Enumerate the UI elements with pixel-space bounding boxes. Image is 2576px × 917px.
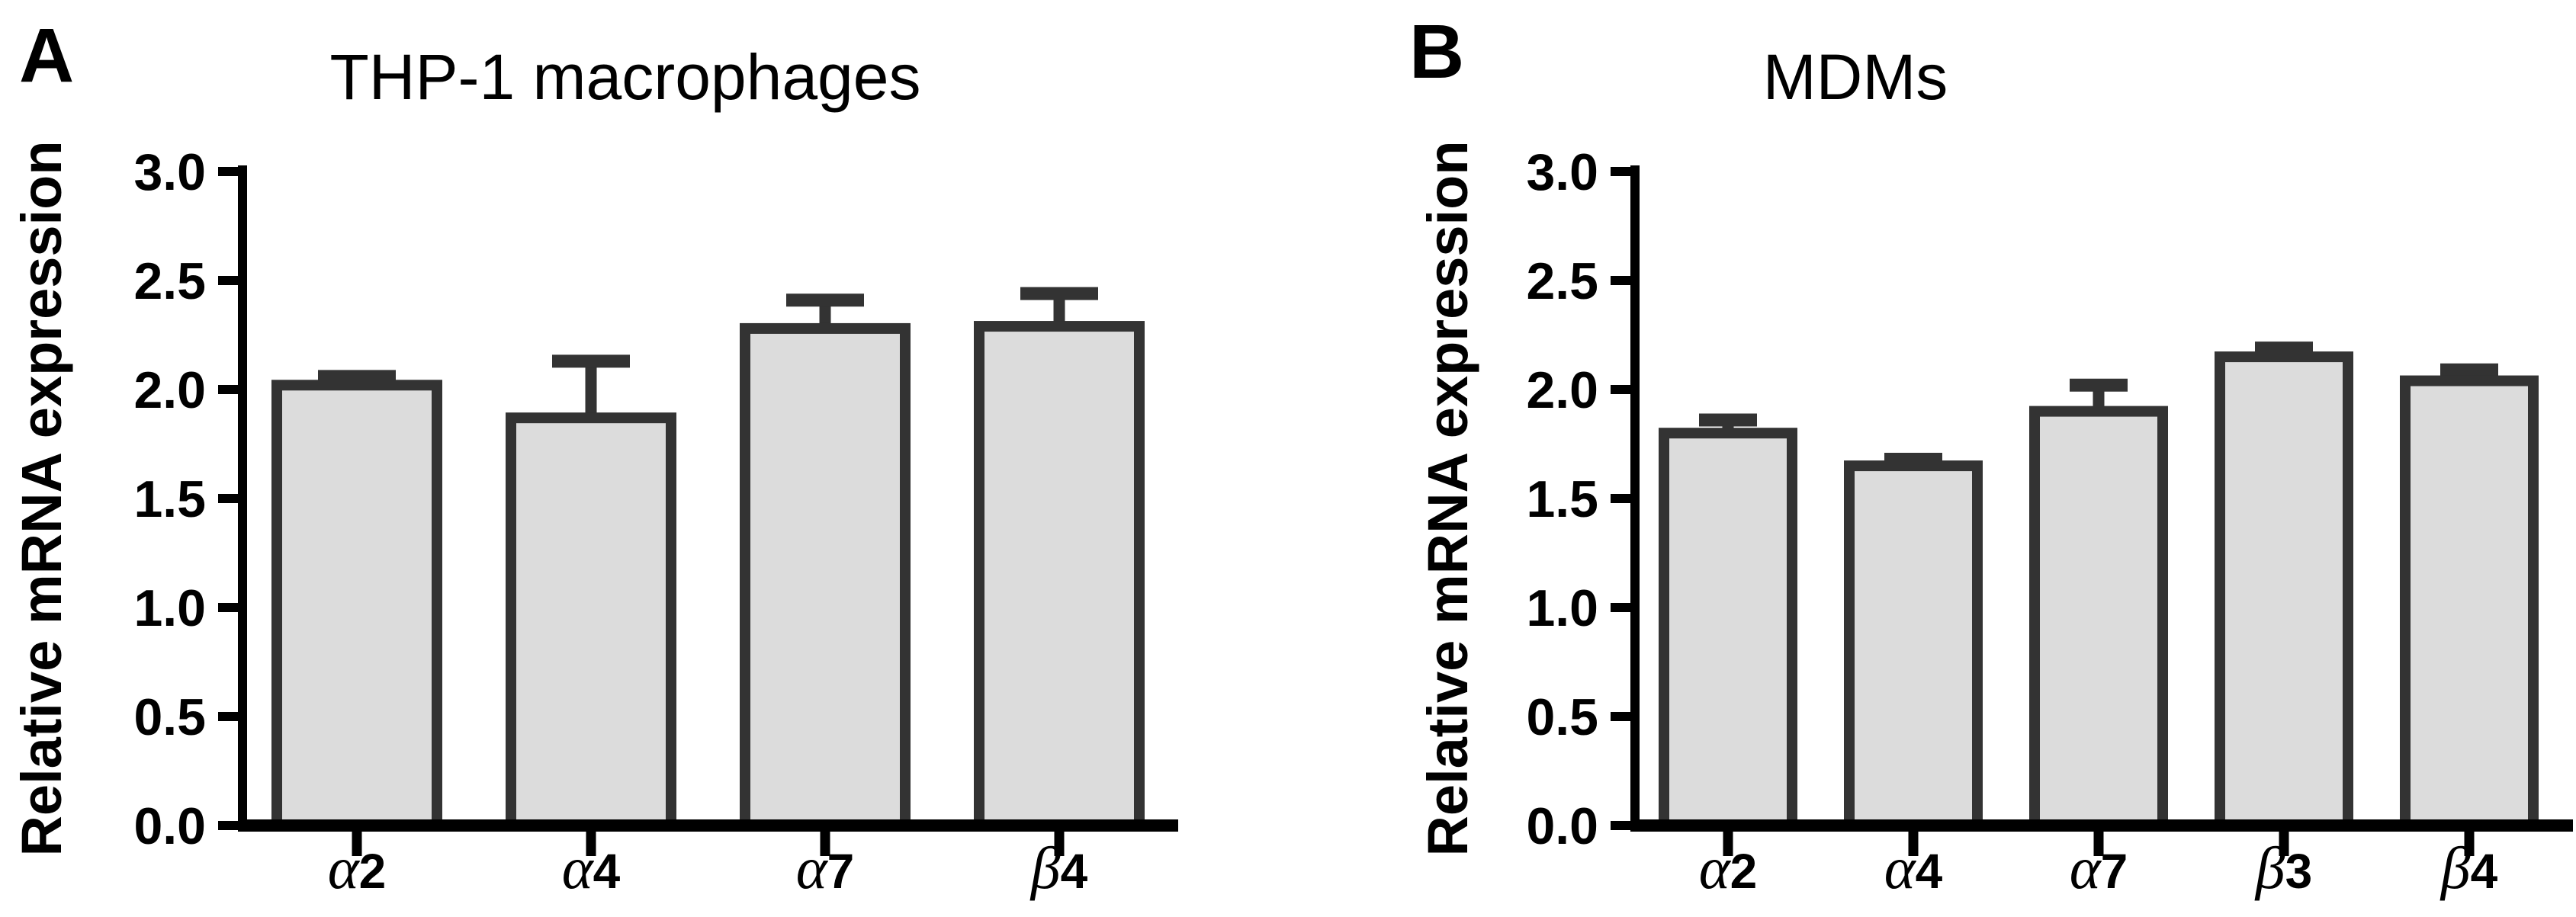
bar-α2 bbox=[271, 380, 442, 831]
y-axis-label-a: Relative mRNA expression bbox=[10, 140, 73, 856]
bar-β4 bbox=[974, 321, 1145, 831]
panel-label-b: B bbox=[1409, 9, 1464, 95]
x-tick-label-α2: α2 bbox=[328, 835, 387, 901]
chart-title-b: MDMs bbox=[1763, 41, 1948, 113]
x-tick-label-β4: β4 bbox=[2439, 835, 2498, 901]
y-axis-label-b: Relative mRNA expression bbox=[1416, 140, 1479, 856]
x-tick-label-β3: β3 bbox=[2254, 835, 2312, 901]
panel-b-chart: B MDMs Relative mRNA expression 0.0 0.5 1.… bbox=[1409, 9, 2573, 901]
plot-area-a: 0.0 0.5 1.0 1.5 2.0 2.5 3.0 α2 α4 α7 β4 bbox=[133, 143, 1178, 901]
bar-α2 bbox=[1659, 428, 1797, 831]
bar-α7 bbox=[2029, 406, 2168, 831]
y-tick-label: 1.5 bbox=[133, 470, 206, 528]
plot-area-b: 0.0 0.5 1.0 1.5 2.0 2.5 3.0 α2 α4 α7 β3 β4 bbox=[1526, 143, 2573, 901]
x-tick-label-α4: α4 bbox=[562, 835, 621, 901]
panel-label-a: A bbox=[19, 13, 74, 98]
x-tick-label-α2: α2 bbox=[1699, 835, 1758, 901]
y-tick-label: 1.5 bbox=[1526, 470, 1598, 528]
bar-β3 bbox=[2215, 351, 2353, 832]
y-tick-label: 2.5 bbox=[1526, 252, 1598, 310]
y-tick-label: 0.5 bbox=[133, 688, 206, 746]
x-tick-label-α7: α7 bbox=[796, 835, 855, 901]
y-tick-label: 3.0 bbox=[1526, 143, 1598, 201]
y-tick-label: 2.0 bbox=[1526, 361, 1598, 419]
y-tick-label: 3.0 bbox=[133, 143, 206, 201]
bar-α7 bbox=[740, 322, 911, 832]
chart-title-a: THP-1 macrophages bbox=[330, 41, 921, 113]
bar-β4 bbox=[2400, 375, 2539, 831]
y-tick-label: 0.0 bbox=[133, 797, 206, 855]
bar-α4 bbox=[506, 412, 676, 831]
bar-α4 bbox=[1844, 460, 1983, 831]
y-tick-label: 1.0 bbox=[133, 579, 206, 637]
x-tick-label-β4: β4 bbox=[1029, 835, 1088, 901]
y-tick-label: 2.5 bbox=[133, 252, 206, 310]
y-tick-label: 1.0 bbox=[1526, 579, 1598, 637]
panel-a-chart: A THP-1 macrophages Relative mRNA expres… bbox=[10, 13, 1178, 901]
y-tick-label: 0.5 bbox=[1526, 688, 1598, 746]
y-tick-label: 2.0 bbox=[133, 361, 206, 419]
x-tick-label-α7: α7 bbox=[2070, 835, 2128, 901]
y-tick-label: 0.0 bbox=[1526, 797, 1598, 855]
x-tick-label-α4: α4 bbox=[1884, 835, 1943, 901]
